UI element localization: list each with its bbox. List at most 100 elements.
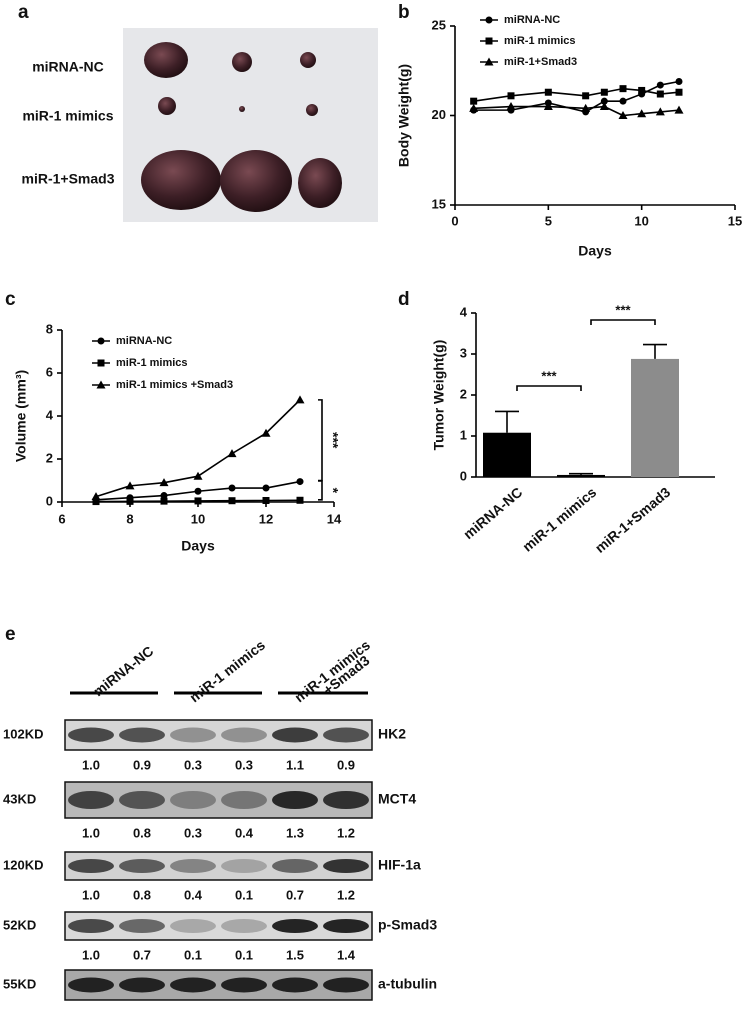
y-tick-label: 4 <box>46 407 54 422</box>
y-tick-label: 3 <box>460 345 467 360</box>
marker <box>194 497 202 505</box>
blot-strip <box>64 719 373 751</box>
quantification: 0.1 <box>184 947 202 962</box>
legend-label: miR-1+Smad3 <box>504 56 577 68</box>
photo-label: miR-1+Smad3 <box>22 171 115 187</box>
blot-band <box>119 727 165 743</box>
marker <box>160 492 168 500</box>
marker <box>159 478 169 487</box>
x-tick-label: miR-1 mimics <box>519 484 599 555</box>
tumor <box>300 52 316 68</box>
x-tick-label: miR-1+Smad3 <box>592 484 674 556</box>
blot-band <box>221 977 267 993</box>
size-label: 55KD <box>3 976 36 991</box>
quantification: 0.3 <box>184 757 202 772</box>
significance-label: *** <box>615 302 631 317</box>
marker <box>160 497 168 505</box>
protein-label: HIF-1a <box>378 857 421 873</box>
photo-label: miR-1 mimics <box>22 108 113 124</box>
marker <box>656 90 664 98</box>
blot-band <box>119 859 165 873</box>
marker <box>543 102 553 111</box>
panel-letter: e <box>5 624 16 645</box>
y-tick-label: 20 <box>432 107 446 122</box>
y-tick-label: 15 <box>432 196 446 211</box>
blot-band <box>221 859 267 873</box>
significance-label: *** <box>541 368 557 383</box>
quantification: 0.3 <box>184 825 202 840</box>
blot-band <box>68 919 114 933</box>
tumor <box>220 150 292 212</box>
marker <box>228 497 236 505</box>
quantification: 1.0 <box>82 757 100 772</box>
marker <box>91 492 101 501</box>
x-axis-label: Days <box>578 243 612 259</box>
blot-strip <box>64 781 373 819</box>
quantification: 0.1 <box>235 887 253 902</box>
x-tick-label: 14 <box>327 511 342 526</box>
blot-band <box>119 919 165 933</box>
blot-band <box>119 791 165 809</box>
marker <box>638 86 646 94</box>
blot-band <box>323 791 369 809</box>
blot-band <box>170 859 216 873</box>
quantification: 1.1 <box>286 757 304 772</box>
marker <box>675 77 683 85</box>
blot-band <box>221 919 267 933</box>
bar <box>483 432 531 477</box>
y-axis-label: Volume (mm³) <box>13 370 29 462</box>
series-line <box>473 105 680 117</box>
y-axis-label: Tumor Weight(g) <box>431 340 447 451</box>
marker <box>125 481 135 490</box>
y-tick-label: 6 <box>46 364 53 379</box>
marker <box>97 337 105 345</box>
panel-letter: b <box>398 2 410 23</box>
tumor <box>141 150 221 210</box>
x-tick-label: 5 <box>545 213 552 228</box>
panel-letter: d <box>398 289 410 310</box>
blot-band <box>170 791 216 809</box>
x-tick-label: 0 <box>451 213 458 228</box>
x-tick-label: 10 <box>191 511 205 526</box>
marker <box>507 92 515 100</box>
marker <box>484 57 494 66</box>
tumor <box>158 97 176 115</box>
quantification: 1.2 <box>337 887 355 902</box>
protein-label: p-Smad3 <box>378 917 437 933</box>
blot-band <box>323 727 369 743</box>
marker <box>655 107 665 116</box>
tumor <box>144 42 188 78</box>
blot-band <box>170 919 216 933</box>
y-tick-label: 4 <box>460 304 468 319</box>
group-label: miRNA-NC <box>90 643 156 700</box>
quantification: 0.8 <box>133 887 151 902</box>
blot-band <box>68 727 114 743</box>
marker <box>228 484 236 492</box>
quantification: 0.4 <box>235 825 254 840</box>
x-tick-label: 6 <box>58 511 65 526</box>
legend-label: miR-1 mimics <box>504 35 576 47</box>
legend-label: miR-1 mimics +Smad3 <box>116 379 233 391</box>
x-tick-label: 10 <box>634 213 648 228</box>
marker <box>126 497 134 505</box>
marker <box>618 111 628 119</box>
photo <box>123 28 378 222</box>
quantification: 0.4 <box>184 887 203 902</box>
legend-label: miRNA-NC <box>116 335 172 347</box>
quantification: 0.8 <box>133 825 151 840</box>
bar <box>631 358 679 477</box>
marker <box>96 380 106 389</box>
quantification: 0.7 <box>133 947 151 962</box>
significance-label: *** <box>325 432 341 449</box>
blot-band <box>170 977 216 993</box>
x-tick-label: 15 <box>728 213 742 228</box>
legend-label: miRNA-NC <box>504 14 560 26</box>
marker <box>637 109 647 118</box>
marker <box>656 81 664 89</box>
bar <box>557 474 605 477</box>
protein-label: a-tubulin <box>378 976 437 992</box>
blot-band <box>272 791 318 809</box>
blot-band <box>272 727 318 743</box>
size-label: 120KD <box>3 857 43 872</box>
significance-bracket <box>516 385 582 391</box>
